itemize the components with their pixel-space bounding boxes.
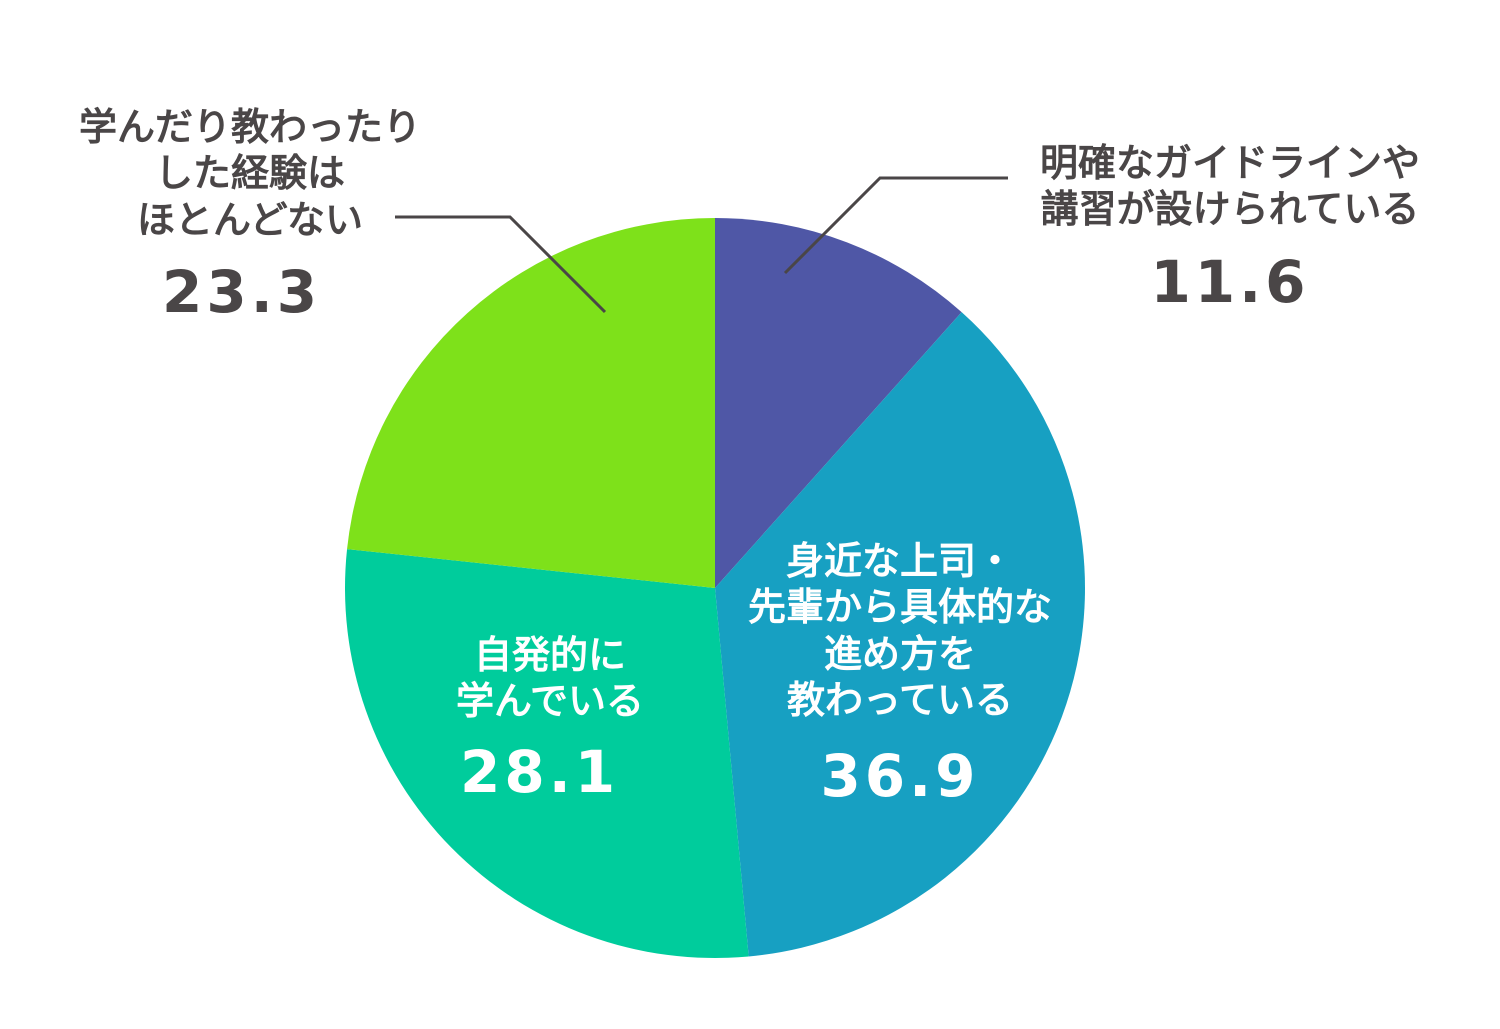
category-label: 身近な上司・ 先輩から具体的な 進め方を 教わっている: [747, 539, 1052, 723]
value-label: 11.6: [1150, 247, 1310, 316]
slice-label-self-study: 自発的に 学んでいる 28.1: [420, 632, 680, 807]
slice-supervisor: [715, 312, 1085, 957]
category-label: 学んだり教わったり した経験は ほとんどない: [78, 105, 421, 242]
leader-line-no-experience: [395, 215, 607, 314]
slice-self-study: [344, 549, 749, 958]
slice-no-experience: [347, 218, 715, 588]
slice-label-guideline: 明確なガイドラインや 講習が設けられている 11.6: [1010, 140, 1450, 317]
value-label: 23.3: [162, 258, 322, 327]
value-label: 36.9: [820, 742, 980, 811]
slice-label-no-experience: 学んだり教わったり した経験は ほとんどない 23.3: [40, 104, 460, 328]
category-label: 自発的に 学んでいる: [455, 633, 645, 724]
leader-line-guideline: [783, 176, 1008, 275]
slice-label-supervisor: 身近な上司・ 先輩から具体的な 進め方を 教わっている 36.9: [730, 538, 1070, 812]
slice-guideline: [715, 218, 962, 588]
category-label: 明確なガイドラインや 講習が設けられている: [1039, 141, 1420, 232]
value-label: 28.1: [460, 737, 620, 806]
